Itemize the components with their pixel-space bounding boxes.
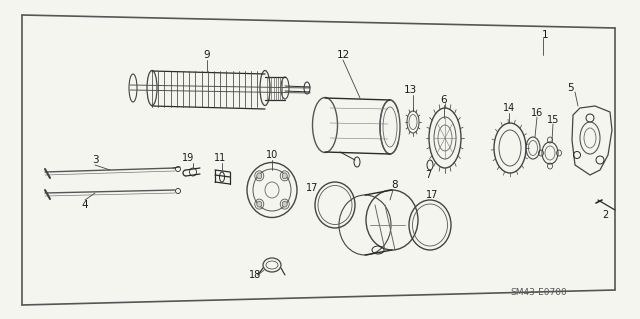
Text: 9: 9 xyxy=(204,50,211,60)
Text: 3: 3 xyxy=(92,155,99,165)
Ellipse shape xyxy=(257,173,262,179)
Ellipse shape xyxy=(282,201,287,207)
Ellipse shape xyxy=(257,201,262,207)
Text: 14: 14 xyxy=(503,103,515,113)
Text: 8: 8 xyxy=(392,180,398,190)
Text: 16: 16 xyxy=(531,108,543,118)
Text: SM43-E0700: SM43-E0700 xyxy=(510,288,567,297)
Text: 18: 18 xyxy=(249,270,261,280)
Text: 2: 2 xyxy=(602,210,608,220)
Text: 5: 5 xyxy=(566,83,573,93)
Ellipse shape xyxy=(282,173,287,179)
Text: 4: 4 xyxy=(82,200,88,210)
Text: 6: 6 xyxy=(441,95,447,105)
Text: 19: 19 xyxy=(182,153,194,163)
Text: 12: 12 xyxy=(337,50,349,60)
Text: 13: 13 xyxy=(403,85,417,95)
Text: 10: 10 xyxy=(266,150,278,160)
Text: 11: 11 xyxy=(214,153,226,163)
Text: 1: 1 xyxy=(541,30,548,40)
Text: 17: 17 xyxy=(426,190,438,200)
Text: 7: 7 xyxy=(425,170,431,180)
Text: 15: 15 xyxy=(547,115,559,125)
Text: 17: 17 xyxy=(306,183,318,193)
